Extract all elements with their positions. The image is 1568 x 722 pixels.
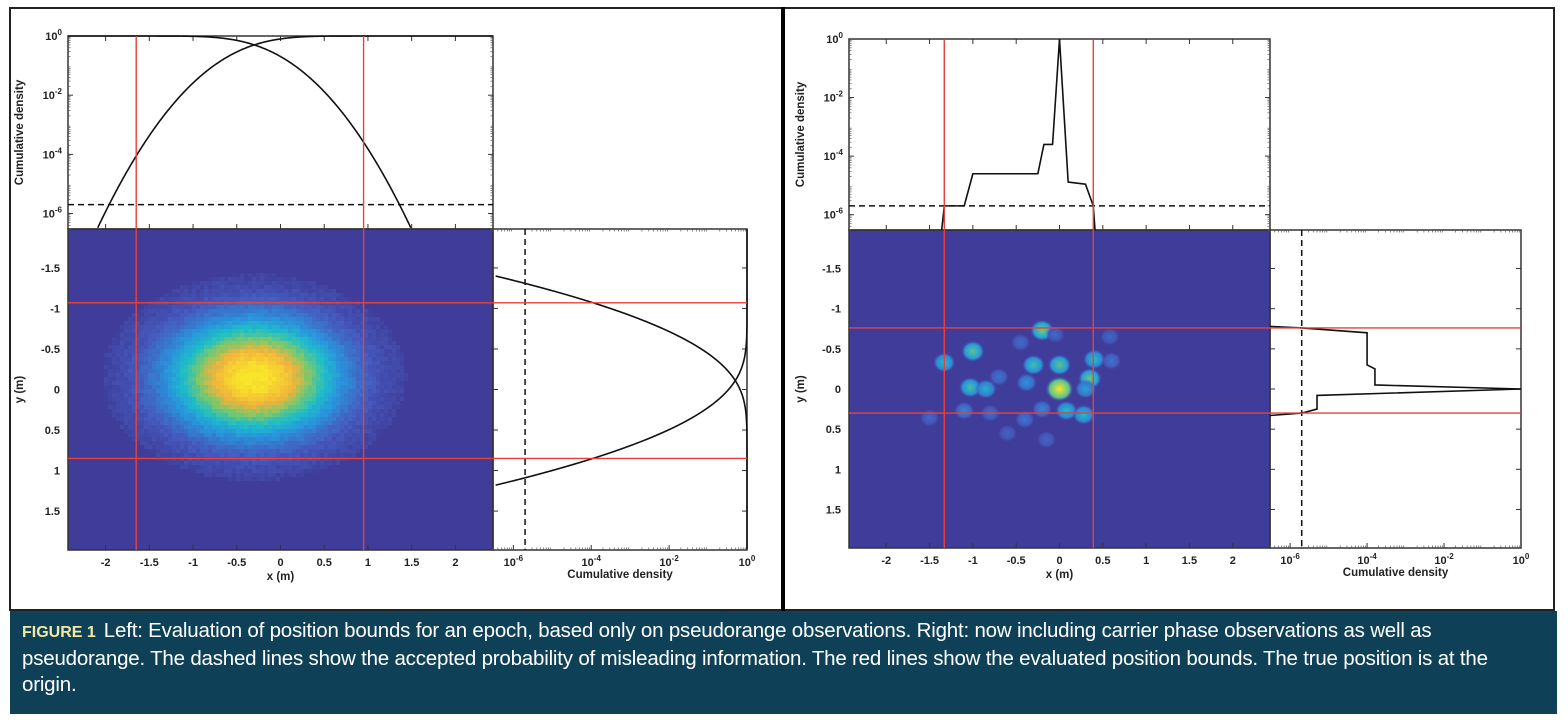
top-cdf-y-tick-label: 10-2 <box>824 90 844 105</box>
density-blob <box>1102 352 1121 369</box>
density-blob <box>1016 373 1036 391</box>
density-blob <box>1037 431 1055 448</box>
x-tick-label: 0.5 <box>1095 555 1110 567</box>
y-tick-label: -1 <box>831 304 841 316</box>
x-tick-label: -1 <box>968 555 978 567</box>
density-blob <box>1046 376 1074 401</box>
x-tick-label: 2 <box>1230 555 1236 567</box>
caption-label: FIGURE 1 <box>22 624 96 641</box>
side-cdf-x-tick-label: 10-4 <box>1357 552 1377 567</box>
density-blob <box>998 425 1016 441</box>
density-blob <box>920 410 938 427</box>
y-tick-label: 0.5 <box>826 424 841 436</box>
density-blob <box>961 341 984 362</box>
density-blob <box>989 368 1008 385</box>
x-tick-label: -2 <box>881 555 891 567</box>
density-blob <box>1032 400 1052 418</box>
top-cdf-y-tick-label: 10-6 <box>824 207 844 222</box>
y-tick-label: 1 <box>835 464 841 476</box>
top-cdf-y-tick-label: 100 <box>826 31 843 46</box>
y-axis-label: y (m) <box>795 375 807 403</box>
right-chart: -2 -1.5 -1 -0.5 0 0.5 1 1.5 2 x (m) -1.5 -1 -0.5 0 0.5… <box>0 0 1568 611</box>
y-tick-label: 0 <box>835 384 841 396</box>
side-cdf-x-tick-label: 10-2 <box>1434 552 1454 567</box>
density-blob <box>1073 405 1095 425</box>
side-cdf-x-tick-label: 10-6 <box>1280 552 1300 567</box>
y-tick-label: 1.5 <box>826 504 841 516</box>
density-blob <box>1022 355 1045 375</box>
density-blob <box>1011 334 1030 351</box>
top-cdf-y-axis-label: Cumulative density <box>795 81 807 187</box>
x-axis-label: x (m) <box>1046 569 1074 581</box>
side-cdf-x-axis-label: Cumulative density <box>1343 567 1449 579</box>
top-cdf-axes <box>849 39 1270 230</box>
x-tick-label: -1.5 <box>920 555 939 567</box>
density-blob <box>1101 329 1119 346</box>
density-blob <box>1048 354 1071 375</box>
x-tick-label: -0.5 <box>1007 555 1026 567</box>
figure-caption: FIGURE 1 Left: Evaluation of position bou… <box>10 611 1557 714</box>
x-tick-label: 1.5 <box>1182 555 1197 567</box>
x-tick-label: 0 <box>1056 555 1062 567</box>
caption-text: Left: Evaluation of position bounds for … <box>22 619 1488 696</box>
side-cdf-axes <box>1270 230 1521 548</box>
top-cdf-y-tick-label: 10-4 <box>824 148 844 163</box>
density-blob <box>954 402 974 420</box>
x-tick-label: 1 <box>1143 555 1149 567</box>
side-cdf-x-tick-label: 100 <box>1513 552 1530 567</box>
density-blob <box>1083 349 1105 369</box>
y-tick-label: -1.5 <box>822 264 841 276</box>
y-tick-label: -0.5 <box>822 344 841 356</box>
